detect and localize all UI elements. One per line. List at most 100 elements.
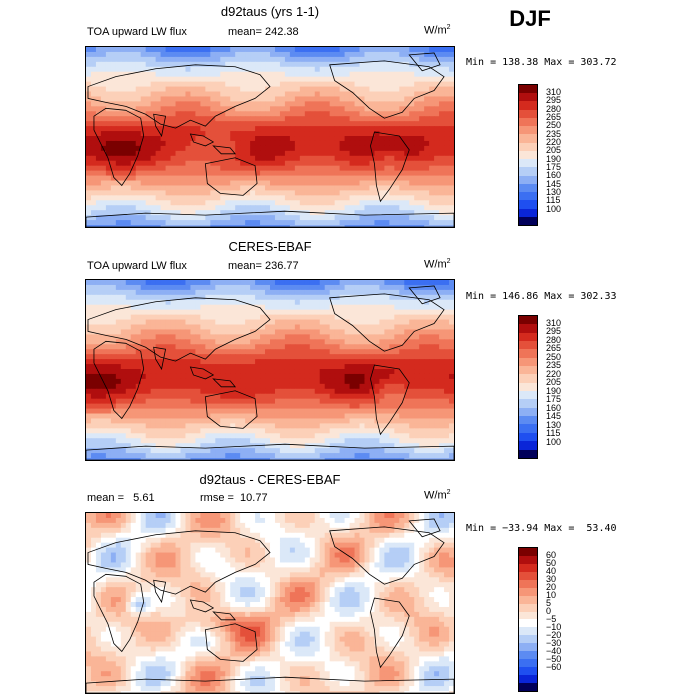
colorbar-swatch — [519, 416, 537, 425]
colorbar-swatch — [519, 216, 537, 225]
coastline — [212, 611, 237, 621]
panel-title: d92taus (yrs 1-1) — [220, 4, 320, 19]
colorbar-tick-label: 250 — [546, 351, 562, 362]
colorbar-swatch — [519, 101, 537, 110]
coastline — [408, 52, 441, 72]
colorbar-tick-label: −40 — [546, 646, 562, 657]
coastline — [212, 378, 237, 388]
minmax-label: Min = 146.86 Max = 302.33 — [466, 291, 617, 302]
colorbar-tick-label: 205 — [546, 145, 562, 156]
model-map-plot — [86, 47, 454, 227]
colorbar-swatch — [519, 357, 537, 367]
units-label: W/m2 — [424, 489, 451, 502]
colorbar-tick-label: 115 — [546, 428, 561, 439]
colorbar-swatch — [519, 635, 537, 644]
colorbar-tick-label: 220 — [546, 136, 562, 147]
colorbar-tick-label: 160 — [546, 170, 562, 181]
colorbar-swatch — [519, 675, 537, 683]
coastline — [329, 293, 445, 352]
colorbar-swatch — [519, 611, 537, 620]
colorbar-tick-label: −5 — [546, 614, 557, 624]
obs-map-plot — [86, 280, 454, 460]
model-colorbar — [518, 84, 538, 226]
map-field — [86, 47, 454, 227]
coastline — [204, 623, 258, 662]
colorbar-tick-label: 160 — [546, 402, 562, 413]
diff-colorbar — [518, 547, 538, 692]
coastline — [86, 676, 454, 693]
colorbar-swatch — [519, 579, 537, 588]
colorbar-tick-label: 280 — [546, 334, 562, 345]
colorbar-tick-label: 310 — [546, 86, 562, 97]
colorbar-swatch — [519, 150, 537, 160]
colorbar-tick-label: 0 — [546, 605, 552, 616]
coastline — [93, 340, 145, 420]
map-field — [86, 280, 454, 460]
colorbar-swatch — [519, 109, 537, 118]
colorbar-tick-label: 190 — [546, 385, 562, 396]
colorbar-tick-label: −30 — [546, 638, 562, 649]
colorbar-tick-label: −60 — [546, 662, 562, 673]
colorbar-tick-label: 40 — [546, 565, 557, 576]
colorbar-swatch — [519, 167, 537, 176]
colorbar-swatch — [519, 332, 537, 342]
mean-label: mean= 236.77 — [228, 260, 299, 272]
panel-title: CERES-EBAF — [228, 239, 312, 254]
coastline — [329, 526, 445, 585]
colorbar-swatch — [519, 432, 537, 442]
colorbar-swatch — [519, 175, 537, 184]
diff-map — [85, 512, 455, 694]
colorbar-tick-label: 5 — [546, 597, 552, 608]
colorbar-tick-label: 10 — [546, 589, 557, 600]
colorbar-tick-label: −10 — [546, 622, 562, 633]
coastlines — [86, 518, 454, 693]
colorbar-tick-label: −20 — [546, 630, 562, 641]
coastline — [204, 390, 258, 429]
colorbar-tick-label: 190 — [546, 153, 562, 164]
coastline — [329, 60, 445, 119]
colorbar-swatch — [519, 126, 537, 135]
coastline — [189, 133, 215, 147]
colorbar-tick-label: 310 — [546, 317, 562, 328]
colorbar-tick-label: 220 — [546, 368, 562, 379]
colorbar-swatch — [519, 587, 537, 596]
colorbar-swatch — [519, 382, 537, 392]
colorbar-swatch — [519, 93, 537, 102]
rmse-label: rmse = 10.77 — [200, 492, 268, 504]
colorbar-swatch — [519, 548, 537, 556]
colorbar-tick-label: 295 — [546, 326, 562, 337]
colorbar-swatch — [519, 391, 537, 400]
colorbar-tick-label: 145 — [546, 411, 562, 422]
colorbar-swatch — [519, 399, 537, 408]
colorbar-swatch — [519, 183, 537, 193]
colorbar-swatch — [519, 571, 537, 580]
coastline — [153, 579, 167, 604]
colorbar-swatch — [519, 563, 537, 572]
colorbar-tick-label: 235 — [546, 128, 562, 139]
coastline — [153, 346, 167, 371]
colorbar-swatch — [519, 407, 537, 417]
colorbar-swatch — [519, 316, 537, 325]
model-map — [85, 46, 455, 228]
colorbar-tick-label: 100 — [546, 203, 562, 214]
minmax-label: Min = −33.94 Max = 53.40 — [466, 523, 617, 534]
coastlines — [86, 52, 454, 227]
coastline — [204, 157, 258, 196]
colorbar-swatch — [519, 643, 537, 652]
diff-map-plot — [86, 513, 454, 693]
coastline — [93, 573, 145, 653]
colorbar-swatch — [519, 449, 537, 458]
mean-label: mean= 242.38 — [228, 26, 299, 38]
colorbar-tick-label: 100 — [546, 436, 562, 447]
colorbar-swatch — [519, 595, 537, 604]
obs-map — [85, 279, 455, 461]
coastline — [212, 145, 237, 155]
coastline — [408, 285, 441, 305]
colorbar-tick-label: 175 — [546, 162, 562, 173]
colorbar-tick-label: 115 — [546, 195, 561, 206]
colorbar-swatch — [519, 208, 537, 217]
colorbar-swatch — [519, 659, 537, 668]
colorbar-swatch — [519, 374, 537, 383]
colorbar-swatch — [519, 424, 537, 433]
units-label: W/m2 — [424, 258, 451, 271]
